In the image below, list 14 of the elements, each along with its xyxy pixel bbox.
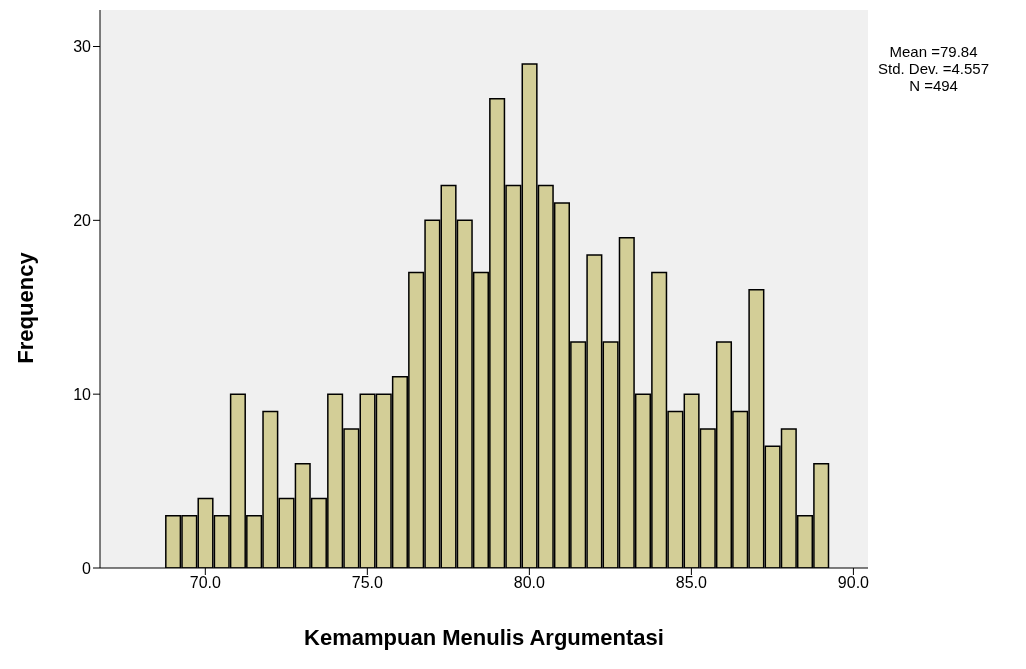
y-tick-label: 30 xyxy=(73,38,92,56)
x-tick-label: 80.0 xyxy=(513,574,546,592)
y-tick-label: 0 xyxy=(82,559,92,577)
x-tick-label: 75.0 xyxy=(351,574,384,592)
x-axis-title: Kemampuan Menulis Argumentasi xyxy=(304,625,664,651)
text: Mean =79.84 xyxy=(888,43,979,60)
x-tick-label: 70.0 xyxy=(189,574,221,592)
x-tick-label: 90.0 xyxy=(837,574,870,592)
text: N =494 xyxy=(908,77,959,94)
x-tick-label: 85.0 xyxy=(675,574,708,592)
text: Std. Dev. =4.557 xyxy=(878,60,990,77)
y-tick-label: 20 xyxy=(73,212,92,230)
y-tick-label: 10 xyxy=(73,385,92,403)
y-axis-title: Frequency xyxy=(13,252,39,364)
